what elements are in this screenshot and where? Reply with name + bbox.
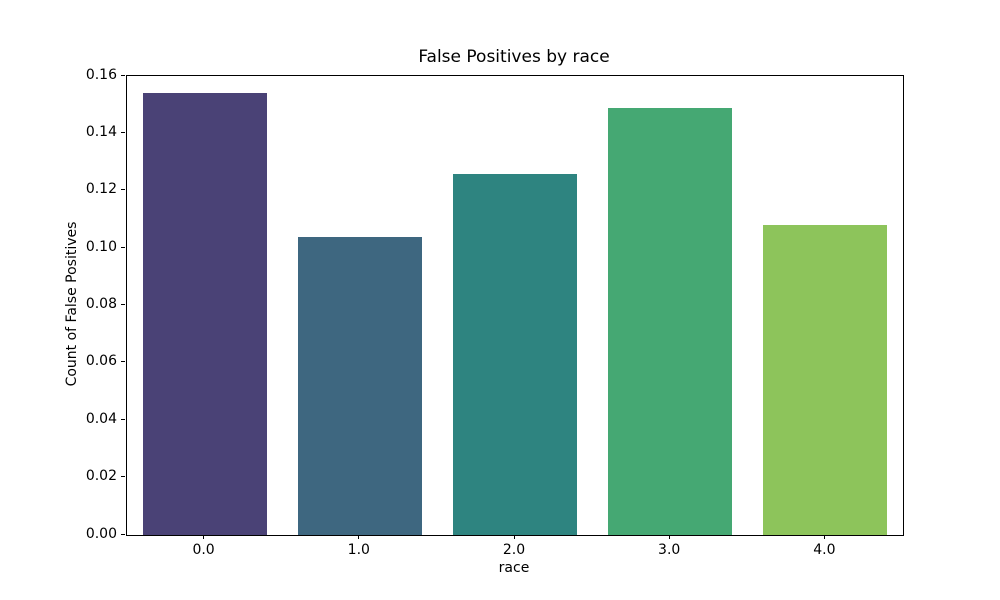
x-tick-label: 4.0 [813,542,836,558]
y-tick-label: 0.02 [85,468,117,485]
x-tick-mark [203,535,205,539]
y-tick-mark [121,533,125,535]
bar-race-3.0 [608,107,733,535]
bar-race-0.0 [142,93,267,535]
y-tick-mark [121,189,125,191]
y-tick-mark [121,246,125,248]
x-tick-label: 0.0 [192,542,215,558]
y-tick-label: 0.12 [85,181,117,198]
bar-race-2.0 [452,173,578,535]
x-tick-mark [513,535,515,539]
plot-area [126,75,904,536]
x-tick-label: 1.0 [347,542,370,558]
y-tick-label: 0.08 [85,296,117,312]
y-tick-label: 0.00 [85,525,117,542]
x-tick-mark [358,535,360,539]
y-tick-mark [121,131,125,133]
y-tick-mark [121,418,125,420]
y-tick-label: 0.06 [85,353,117,370]
x-tick-mark [823,535,825,539]
y-tick-label: 0.14 [85,123,117,140]
y-tick-mark [121,361,125,363]
bar-race-4.0 [763,225,888,535]
y-tick-label: 0.04 [85,410,117,427]
x-tick-mark [668,535,670,539]
x-tick-label: 3.0 [658,542,681,558]
x-tick-label: 2.0 [502,542,526,558]
y-tick-label: 0.10 [85,238,117,255]
x-axis-label: race [498,560,530,576]
chart-title: False Positives by race [418,47,610,67]
y-tick-label: 0.16 [85,66,117,83]
bar-race-1.0 [297,236,422,535]
y-tick-mark [121,74,125,76]
y-tick-mark [121,304,125,305]
y-tick-mark [121,476,125,478]
